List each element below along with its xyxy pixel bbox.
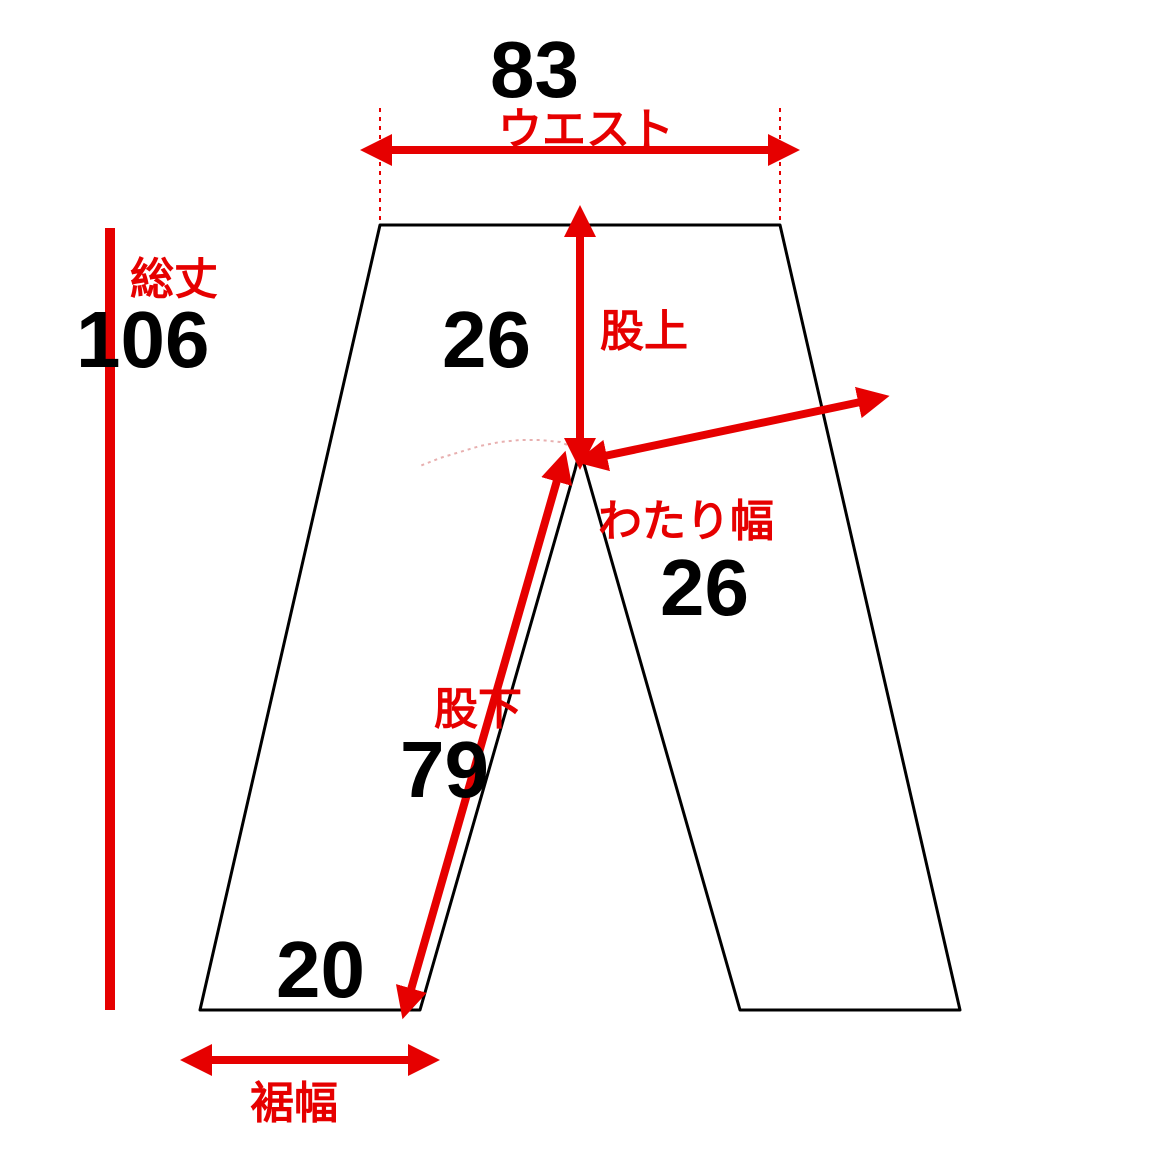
- pants-fly-dotted: [420, 440, 580, 466]
- total-value: 106: [76, 300, 209, 380]
- waist-label: ウエスト: [498, 108, 674, 152]
- diagram-svg: [0, 0, 1170, 1170]
- measurement-diagram: 83ウエスト総丈10626股上わたり幅26股下7920裾幅: [0, 0, 1170, 1170]
- thigh-value: 26: [660, 548, 749, 628]
- thigh-label: わたり幅: [598, 500, 774, 544]
- waist-value: 83: [490, 30, 579, 110]
- rise-label: 股上: [600, 310, 688, 354]
- thigh-arrow: [595, 400, 870, 458]
- hem-label: 裾幅: [250, 1082, 338, 1126]
- hem-value: 20: [276, 930, 365, 1010]
- rise-value: 26: [442, 300, 531, 380]
- inseam-value: 79: [400, 730, 489, 810]
